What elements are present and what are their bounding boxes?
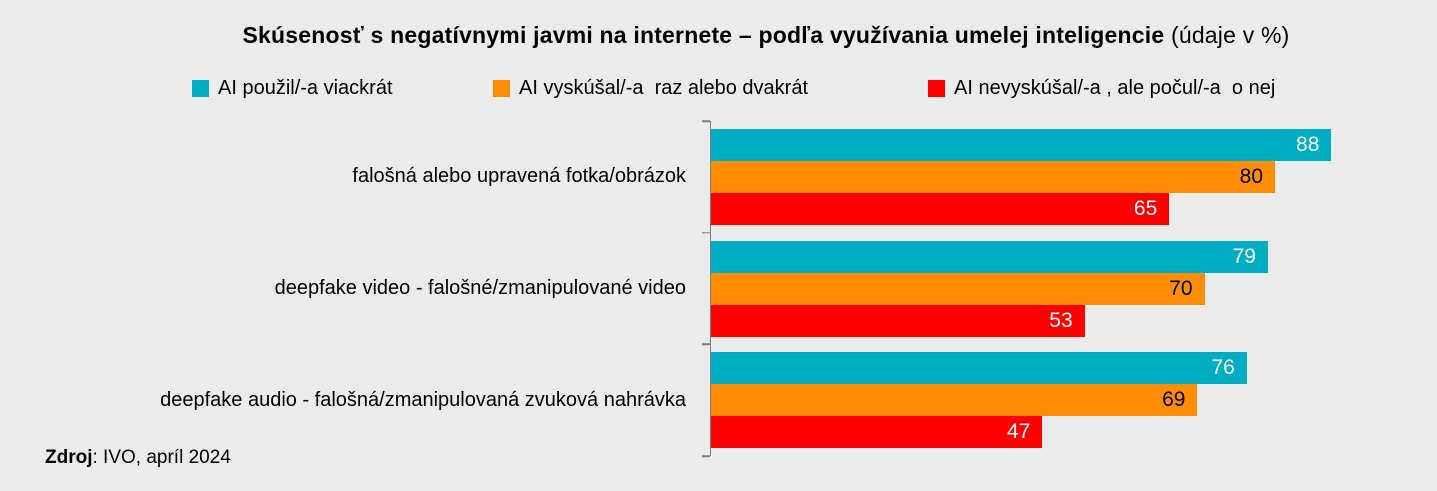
- source-text: : IVO, apríl 2024: [92, 447, 231, 468]
- bar: 76: [711, 352, 1247, 385]
- axis-tick: [701, 455, 710, 457]
- bar-value-label: 69: [1162, 388, 1186, 412]
- bar-value-label: 47: [1006, 420, 1031, 444]
- legend-item-label: AI použil/-a viackrát: [218, 77, 393, 99]
- bar: 70: [711, 272, 1205, 305]
- legend-item-label: AI nevyskúšal/-a , ale počul/-a o nej: [954, 77, 1276, 99]
- chart-legend: AI použil/-a viackrát AI vyskúšal/-a raz …: [0, 77, 1437, 101]
- bar-value-label: 79: [1232, 244, 1256, 268]
- bar-value-label: 53: [1049, 308, 1073, 332]
- bar-value-label: 76: [1211, 356, 1235, 380]
- bar: 79: [711, 240, 1268, 273]
- axis-tick: [701, 120, 710, 122]
- legend-item-label: AI vyskúšal/-a raz alebo dvakrát: [519, 77, 809, 99]
- category-label: deepfake audio - falošná/zmanipulovaná z…: [160, 388, 686, 411]
- bar: 65: [711, 192, 1170, 225]
- category-label: deepfake video - falošné/zmanipulované v…: [274, 277, 686, 299]
- legend-color-swatch-icon: [192, 80, 209, 97]
- category-labels: falošná alebo upravená fotka/obrázok deep…: [0, 121, 698, 456]
- bar-value-label: 65: [1133, 196, 1158, 220]
- category-label: falošná alebo upravená fotka/obrázok: [352, 165, 686, 188]
- legend-item: AI vyskúšal/-a raz alebo dvakrát: [493, 77, 808, 100]
- bar: 47: [711, 416, 1043, 449]
- bar-value-label: 80: [1239, 164, 1263, 188]
- plot-area: 88 80 65 79 70 53 76 69 47: [701, 120, 1416, 457]
- bar-group: 76 69 47: [711, 344, 1416, 456]
- bar: 69: [711, 384, 1198, 417]
- bar-group: 79 70 53: [711, 233, 1416, 345]
- axis-tick: [701, 231, 710, 234]
- legend-item: AI použil/-a viackrát: [192, 77, 393, 100]
- bar-value-label: 88: [1296, 132, 1320, 156]
- legend-color-swatch-icon: [493, 80, 510, 97]
- legend-color-swatch-icon: [928, 80, 945, 97]
- source-note: Zdroj: IVO, apríl 2024: [45, 447, 231, 469]
- source-label: Zdroj: [45, 447, 93, 468]
- chart-title: Skúsenosť s negatívnymi javmi na interne…: [95, 22, 1437, 49]
- chart-title-main: Skúsenosť s negatívnymi javmi na interne…: [242, 22, 1165, 48]
- bar: 80: [711, 160, 1275, 193]
- bar-group: 88 80 65: [711, 121, 1416, 233]
- bar: 53: [711, 304, 1085, 337]
- chart-title-suffix: (údaje v %): [1170, 22, 1290, 48]
- legend-item: AI nevyskúšal/-a , ale počul/-a o nej: [928, 77, 1275, 100]
- bar: 88: [711, 128, 1332, 161]
- bar-value-label: 70: [1169, 276, 1193, 300]
- axis-tick: [701, 343, 710, 346]
